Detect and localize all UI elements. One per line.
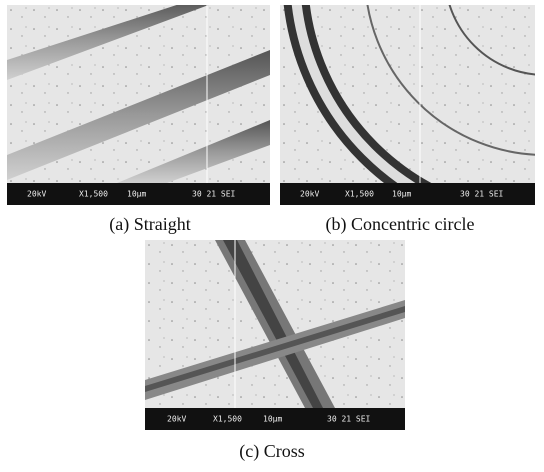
caption: (b) Concentric circle xyxy=(326,214,475,235)
magnification: X1,500 xyxy=(79,190,108,199)
magnification: X1,500 xyxy=(345,190,374,199)
caption: (c) Cross xyxy=(239,441,305,462)
scale: 10μm xyxy=(263,415,282,424)
info: 30 21 SEI xyxy=(327,415,371,424)
caption: (a) Straight xyxy=(109,214,190,235)
panel-c: 20kV X1,500 10μm 30 21 SEI xyxy=(145,240,405,430)
info: 30 21 SEI xyxy=(460,190,504,199)
scale: 10μm xyxy=(127,190,146,199)
figure: 20kV X1,500 10μm 30 21 SEI 20kV X1,500 1… xyxy=(0,0,544,472)
panel-b: 20kV X1,500 10μm 30 21 SEI xyxy=(280,0,544,225)
voltage: 20kV xyxy=(167,415,186,424)
page: {"panels": [ {"caption": "(a) Straight",… xyxy=(0,0,544,472)
info: 30 21 SEI xyxy=(192,190,236,199)
voltage: 20kV xyxy=(27,190,46,199)
scale: 10μm xyxy=(392,190,411,199)
sem-image xyxy=(7,0,270,183)
panel-a: 20kV X1,500 10μm 30 21 SEI xyxy=(7,0,270,205)
voltage: 20kV xyxy=(300,190,319,199)
sem-image xyxy=(145,240,405,408)
magnification: X1,500 xyxy=(213,415,242,424)
